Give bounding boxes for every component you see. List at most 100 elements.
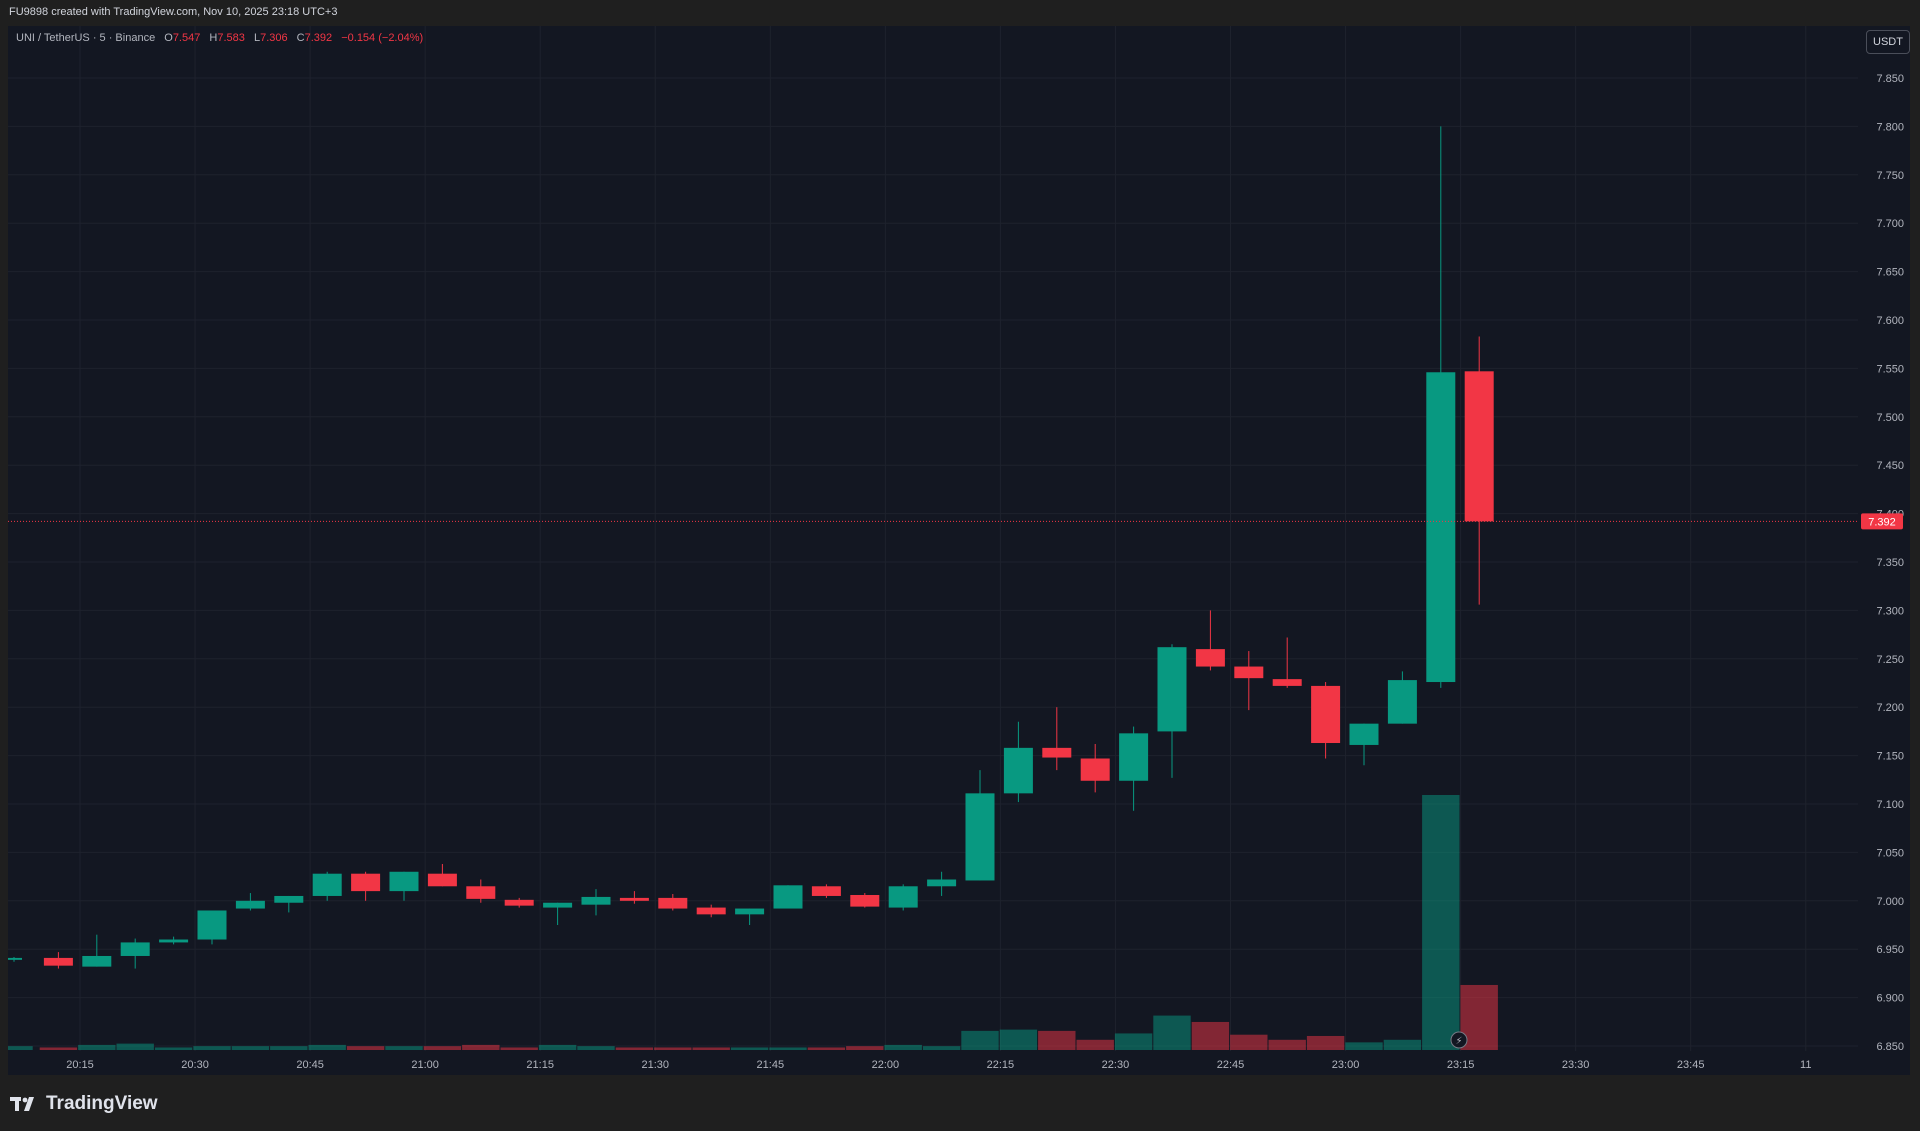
volume-bar	[423, 1046, 462, 1050]
volume-bar	[922, 1046, 961, 1050]
candle-body	[888, 886, 918, 908]
price-tick-label: 7.550	[1876, 363, 1904, 375]
time-tick-label: 11	[1800, 1059, 1811, 1071]
time-tick-label: 23:00	[1332, 1059, 1360, 1071]
candle-body	[581, 896, 611, 905]
candle-body	[1387, 680, 1417, 724]
last-price-text: 7.392	[1868, 516, 1896, 528]
candle-body	[1119, 733, 1149, 781]
volume-bar	[1076, 1039, 1114, 1050]
volume-bar	[961, 1030, 999, 1050]
time-axis[interactable]: 20:15 20:30 20:45 21:00 21:15 21:30 21:45 22:00…	[66, 1059, 1811, 1071]
volume-bar	[1230, 1034, 1268, 1050]
open-value: 7.547	[172, 32, 201, 44]
time-tick-label: 23:30	[1562, 1059, 1590, 1071]
volume-bar	[1153, 1015, 1191, 1050]
volume-bar	[8, 1046, 33, 1050]
grid-lines	[8, 26, 1858, 1051]
last-price-label: 7.392	[1861, 513, 1903, 530]
volume-bar	[270, 1046, 308, 1050]
footer: TradingView	[0, 1075, 1920, 1131]
tradingview-brand: TradingView	[46, 1093, 158, 1114]
volume-bar	[999, 1029, 1038, 1050]
volume-bar	[1038, 1030, 1076, 1050]
candle-body	[120, 942, 150, 956]
price-tick-label: 6.850	[1876, 1041, 1904, 1053]
volume-bar	[231, 1046, 270, 1050]
candle-body	[1426, 372, 1456, 683]
alert-badge[interactable]: ⚡	[1450, 1031, 1468, 1049]
close-label: C	[296, 32, 305, 44]
low-value: 7.306	[260, 32, 288, 44]
candle-body	[1195, 649, 1225, 667]
candle-body	[274, 895, 304, 903]
candle-body	[696, 907, 726, 915]
candle-body	[197, 910, 227, 940]
symbol-label[interactable]: UNI / TetherUS · 5 · Binance	[16, 32, 156, 44]
currency-button[interactable]: USDT	[1866, 30, 1910, 54]
time-tick-label: 21:00	[411, 1059, 439, 1071]
volume-bar	[154, 1047, 193, 1050]
chart-credit: FU9898 created with TradingView.com, Nov…	[9, 6, 338, 18]
price-tick-label: 6.900	[1876, 993, 1904, 1005]
volume-bar	[692, 1047, 730, 1050]
candle-body	[1272, 679, 1302, 686]
price-tick-label: 7.650	[1876, 267, 1904, 279]
price-axis[interactable]: 6.850 6.900 6.950 7.000 7.050 7.100 7.150 7.200…	[1876, 73, 1904, 1053]
candlestick-chart[interactable]: 6.850 6.900 6.950 7.000 7.050 7.100 7.150 7.200…	[8, 26, 1910, 1075]
price-tick-label: 7.050	[1876, 847, 1904, 859]
candle-body	[1157, 647, 1187, 732]
open-label: O	[164, 32, 173, 44]
ohlc-legend: UNI / TetherUS · 5 · Binance O7.547 H7.5…	[16, 32, 429, 44]
price-tick-label: 7.000	[1876, 896, 1904, 908]
time-tick-label: 22:15	[987, 1059, 1015, 1071]
price-tick-label: 7.100	[1876, 799, 1904, 811]
price-tick-label: 7.250	[1876, 654, 1904, 666]
candle-body	[427, 873, 457, 887]
candle-body	[850, 894, 880, 907]
volume-bar	[193, 1046, 231, 1050]
volume-bar	[1114, 1033, 1153, 1050]
price-tick-label: 7.450	[1876, 460, 1904, 472]
volume-bar	[1422, 795, 1460, 1050]
time-tick-label: 21:45	[757, 1059, 785, 1071]
volume-bar	[615, 1047, 654, 1050]
tradingview-logo[interactable]: TradingView	[10, 1093, 158, 1115]
candle-body	[8, 957, 22, 960]
time-tick-label: 23:15	[1447, 1059, 1475, 1071]
volume-bar	[1306, 1035, 1345, 1050]
candles	[8, 126, 1494, 969]
price-tick-label: 7.750	[1876, 170, 1904, 182]
price-tick-label: 7.500	[1876, 412, 1904, 424]
candle-body	[235, 900, 265, 909]
volume-bar	[654, 1047, 692, 1050]
lightning-icon: ⚡	[1455, 1036, 1462, 1047]
time-tick-label: 20:30	[181, 1059, 209, 1071]
candle-body	[811, 886, 841, 896]
tradingview-logo-icon	[10, 1097, 34, 1111]
volume-bar	[577, 1046, 615, 1050]
price-tick-label: 7.800	[1876, 121, 1904, 133]
time-tick-label: 22:45	[1217, 1059, 1245, 1071]
candle-body	[965, 793, 995, 881]
candle-body	[735, 908, 765, 915]
volume-bar	[308, 1044, 346, 1050]
chart-area[interactable]: 6.850 6.900 6.950 7.000 7.050 7.100 7.150 7.200…	[8, 26, 1910, 1075]
candle-body	[619, 897, 649, 901]
candle-body	[82, 955, 112, 967]
volume-bar	[385, 1046, 423, 1050]
candle-body	[543, 902, 573, 908]
volume-bar	[39, 1047, 78, 1050]
candle-body	[504, 899, 534, 906]
low-label: L	[253, 32, 261, 44]
volume-bar	[1268, 1039, 1306, 1050]
volume-bar	[769, 1047, 807, 1050]
candle-body	[773, 885, 803, 909]
time-tick-label: 22:30	[1102, 1059, 1130, 1071]
candle-body	[1234, 666, 1264, 679]
candle-body	[1311, 685, 1341, 744]
candle-body	[312, 873, 342, 896]
price-tick-label: 7.850	[1876, 73, 1904, 85]
volume-bar	[730, 1047, 769, 1050]
time-tick-label: 20:15	[66, 1059, 94, 1071]
